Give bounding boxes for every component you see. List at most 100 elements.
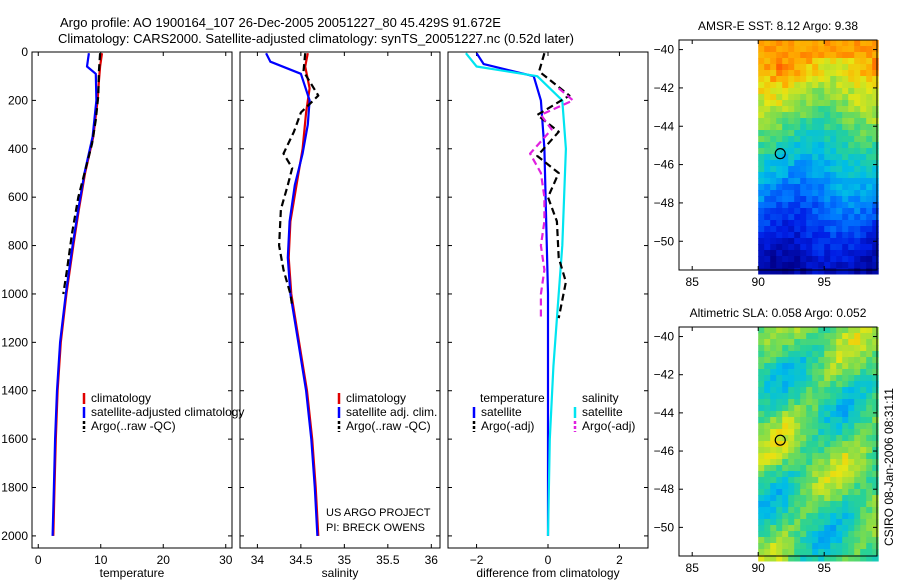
map-cell	[782, 136, 789, 143]
map-cell	[818, 58, 825, 65]
map-cell	[794, 405, 801, 412]
map-cell	[848, 196, 855, 203]
y-tick-label: −40	[654, 330, 675, 344]
map-cell	[812, 190, 819, 197]
map-cell	[830, 513, 837, 520]
map-cell	[764, 387, 771, 394]
map-cell	[758, 64, 765, 71]
x-tick-label: 95	[818, 275, 832, 289]
map-cell	[794, 447, 801, 454]
map-cell	[836, 46, 843, 53]
map-cell	[812, 393, 819, 400]
map-cell	[764, 148, 771, 155]
map-cell	[860, 465, 867, 472]
y-tick-label: 400	[8, 142, 28, 156]
map-cell	[788, 387, 795, 394]
map-cell	[872, 363, 879, 370]
map-cell	[854, 519, 861, 526]
map-cell	[800, 351, 807, 358]
map-cell	[794, 184, 801, 191]
map-cell	[782, 250, 789, 257]
map-cell	[812, 88, 819, 95]
map-cell	[788, 519, 795, 526]
map-cell	[782, 405, 789, 412]
map-cell	[776, 363, 783, 370]
map-cell	[758, 381, 765, 388]
map-cell	[854, 375, 861, 382]
map-cell	[794, 501, 801, 508]
map-cell	[866, 411, 873, 418]
map-cell	[782, 160, 789, 167]
map-cell	[818, 453, 825, 460]
map-cell	[854, 112, 861, 119]
map-cell	[800, 190, 807, 197]
map-cell	[776, 70, 783, 77]
map-cell	[854, 405, 861, 412]
map-cell	[782, 531, 789, 538]
x-tick-label: 0	[35, 553, 42, 567]
map-cell	[842, 501, 849, 508]
map-cell	[818, 513, 825, 520]
map-cell	[872, 543, 879, 550]
map-cell	[860, 531, 867, 538]
map-cell	[812, 417, 819, 424]
map-cell	[794, 190, 801, 197]
map-cell	[848, 405, 855, 412]
map-cell	[818, 555, 825, 562]
map-cell	[806, 190, 813, 197]
map-cell	[800, 88, 807, 95]
map-cell	[818, 525, 825, 532]
map-cell	[854, 351, 861, 358]
map-cell	[758, 58, 765, 65]
map-cell	[842, 483, 849, 490]
map-cell	[788, 459, 795, 466]
map-cell	[848, 52, 855, 59]
legend-entry: satellite	[472, 405, 522, 419]
map-cell	[776, 459, 783, 466]
map-cell	[788, 363, 795, 370]
map-cell	[848, 82, 855, 89]
map-cell	[806, 435, 813, 442]
map-cell	[872, 555, 879, 562]
map-cell	[860, 112, 867, 119]
map-cell	[824, 375, 831, 382]
map-cell	[764, 357, 771, 364]
map-cell	[794, 363, 801, 370]
map-cell	[860, 58, 867, 65]
map-cell	[776, 405, 783, 412]
map-cell	[806, 357, 813, 364]
map-cell	[866, 417, 873, 424]
map-cell	[830, 40, 837, 47]
map-cell	[866, 345, 873, 352]
map-cell	[872, 549, 879, 556]
map-cell	[788, 405, 795, 412]
map-cell	[788, 489, 795, 496]
map-cell	[758, 471, 765, 478]
map-cell	[776, 82, 783, 89]
map-cell	[824, 268, 831, 275]
map-cell	[842, 375, 849, 382]
map-cell	[794, 142, 801, 149]
map-cell	[770, 160, 777, 167]
map-cell	[764, 70, 771, 77]
map-cell	[836, 64, 843, 71]
map-cell	[770, 483, 777, 490]
map-cell	[866, 447, 873, 454]
y-tick-label: 200	[8, 93, 28, 107]
map-cell	[860, 94, 867, 101]
map-cell	[764, 477, 771, 484]
map-cell	[836, 40, 843, 47]
map-cell	[812, 495, 819, 502]
map-cell	[776, 525, 783, 532]
map-cell	[836, 459, 843, 466]
map-cell	[830, 160, 837, 167]
map-cell	[812, 160, 819, 167]
map-cell	[860, 46, 867, 53]
map-cell	[812, 262, 819, 269]
map-cell	[836, 495, 843, 502]
map-cell	[860, 447, 867, 454]
map-cell	[800, 244, 807, 251]
map-cell	[770, 501, 777, 508]
map-cell	[794, 435, 801, 442]
map-cell	[770, 465, 777, 472]
